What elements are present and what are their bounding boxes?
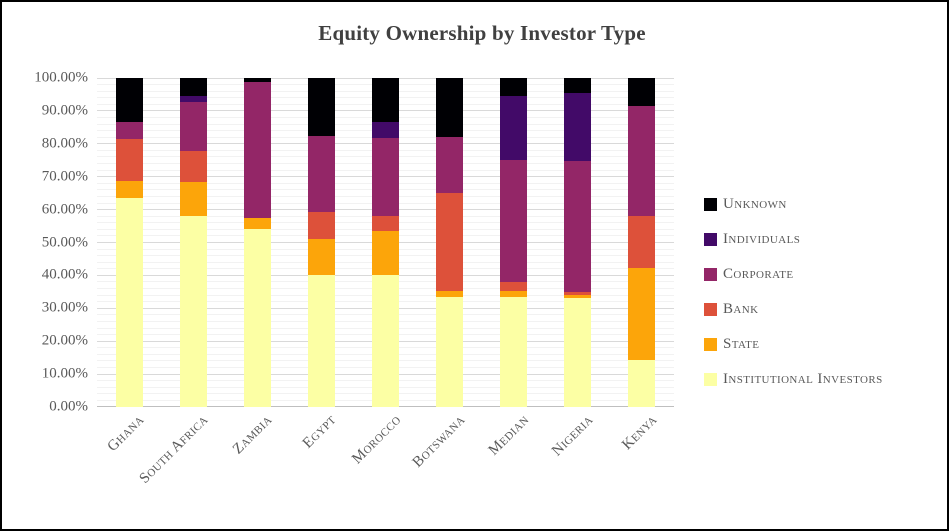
- bar-segment-nigeria-unknown: [564, 78, 592, 93]
- legend-item-individuals: Individuals: [704, 231, 883, 248]
- chart-title: Equity Ownership by Investor Type: [318, 21, 646, 45]
- legend-swatch-state-icon: [704, 338, 717, 351]
- bar-segment-nigeria-individuals: [564, 92, 592, 161]
- legend-swatch-bank-icon: [704, 303, 717, 316]
- y-axis-tick-label: 30.00%: [41, 299, 88, 316]
- bar-segment-south-africa-individuals: [179, 96, 207, 103]
- y-axis-tick-label: 40.00%: [41, 266, 88, 283]
- legend-item-institutional-investors: Institutional Investors: [704, 371, 883, 388]
- bar-segment-ghana-unknown: [115, 78, 143, 122]
- bar-segment-ghana-institutional-investors: [115, 198, 143, 407]
- y-axis-tick-label: 90.00%: [41, 102, 88, 119]
- bar-segment-zambia-unknown: [243, 78, 271, 83]
- bar-segment-south-africa-unknown: [179, 78, 207, 97]
- bar-segment-south-africa-institutional-investors: [179, 215, 207, 407]
- bar-segment-south-africa-state: [179, 181, 207, 216]
- bar-segment-ghana-bank: [115, 138, 143, 181]
- y-axis-tick-label: 80.00%: [41, 135, 88, 152]
- bar-segment-kenya-bank: [628, 215, 656, 268]
- bar-segment-ghana-corporate: [115, 121, 143, 139]
- y-axis: 0.00% 10.00% 20.00% 30.00% 40.00% 50.00% 60.00…: [2, 70, 88, 415]
- bar-segment-botswana-institutional-investors: [436, 296, 464, 407]
- legend-item-state: State: [704, 336, 883, 353]
- bar-segment-egypt-state: [307, 239, 335, 276]
- bar-segment-median-individuals: [500, 95, 528, 160]
- legend-label-bank: Bank: [723, 301, 759, 317]
- bar-segment-median-corporate: [500, 159, 528, 282]
- bar-segment-morocco-state: [372, 231, 399, 276]
- bar-segment-botswana-bank: [436, 192, 464, 291]
- bar-segment-median-bank: [500, 282, 528, 291]
- bar-segment-kenya-institutional-investors: [628, 359, 656, 407]
- y-axis-tick-label: 50.00%: [41, 234, 88, 250]
- bar-segment-nigeria-bank: [564, 291, 592, 295]
- bar-segment-morocco-bank: [372, 215, 399, 231]
- bar-segment-kenya-corporate: [628, 105, 656, 216]
- y-axis-tick-label: 60.00%: [41, 201, 88, 218]
- legend-item-corporate: Corporate: [704, 266, 883, 283]
- bar-segment-south-africa-corporate: [179, 102, 207, 152]
- bar-segment-egypt-institutional-investors: [307, 275, 335, 407]
- y-axis-tick-label: 100.00%: [34, 69, 88, 86]
- bar-segment-south-africa-bank: [179, 151, 207, 182]
- bar-segment-zambia-corporate: [243, 82, 271, 219]
- legend-label-state: State: [723, 336, 760, 352]
- bar-segment-zambia-institutional-investors: [243, 229, 271, 407]
- legend-label-unknown: Unknown: [723, 196, 787, 212]
- bar-segment-nigeria-state: [564, 294, 592, 299]
- bar-segment-botswana-unknown: [436, 78, 464, 137]
- legend-label-institutional-investors: Institutional Investors: [723, 371, 883, 387]
- x-axis-label-ghana: Ghana: [104, 412, 148, 455]
- legend-swatch-individuals-icon: [704, 233, 717, 246]
- y-axis-tick-label: 10.00%: [41, 365, 88, 382]
- bar-segment-botswana-state: [436, 290, 464, 297]
- legend-swatch-corporate-icon: [704, 268, 717, 281]
- legend-label-individuals: Individuals: [723, 231, 801, 247]
- bar-segment-morocco-institutional-investors: [372, 275, 399, 407]
- legend: Unknown Individuals Corporate Bank State Inst…: [704, 196, 883, 406]
- bar-segment-morocco-individuals: [372, 122, 399, 138]
- bar-segment-egypt-bank: [307, 211, 335, 240]
- legend-item-unknown: Unknown: [704, 196, 883, 213]
- bar-segment-kenya-unknown: [628, 78, 656, 106]
- legend-swatch-institutional-investors-icon: [704, 373, 717, 386]
- bar-segment-ghana-state: [115, 180, 143, 199]
- legend-swatch-unknown-icon: [704, 198, 717, 211]
- y-axis-tick-label: 0.00%: [49, 398, 88, 415]
- y-axis-tick-label: 20.00%: [41, 332, 88, 349]
- y-axis-tick-label: 70.00%: [41, 168, 88, 185]
- plot-area: [97, 77, 674, 407]
- bar-segment-median-institutional-investors: [500, 297, 528, 407]
- bar-segment-egypt-unknown: [307, 78, 335, 136]
- bar-segment-nigeria-institutional-investors: [564, 298, 592, 407]
- bar-segment-median-unknown: [500, 78, 528, 96]
- bar-segment-zambia-state: [243, 218, 271, 230]
- legend-item-bank: Bank: [704, 301, 883, 318]
- legend-label-corporate: Corporate: [723, 266, 794, 282]
- bar-segment-botswana-corporate: [436, 136, 464, 193]
- bar-segment-median-state: [500, 290, 528, 298]
- bar-segment-egypt-corporate: [307, 135, 335, 212]
- bar-segment-morocco-unknown: [372, 78, 399, 123]
- bar-segment-nigeria-corporate: [564, 160, 592, 292]
- bar-segment-morocco-corporate: [372, 137, 399, 216]
- bar-segment-kenya-state: [628, 267, 656, 360]
- gridline-major: [97, 77, 674, 79]
